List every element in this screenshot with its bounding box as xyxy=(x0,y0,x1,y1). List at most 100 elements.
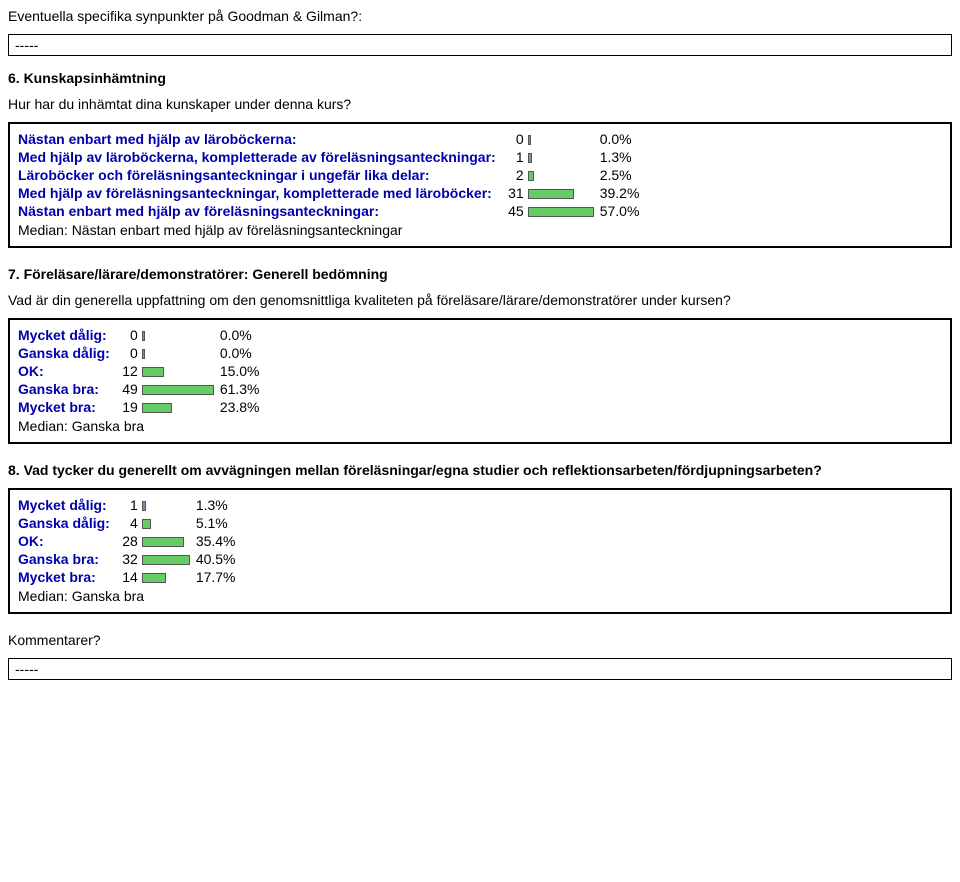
answer-box-2: ----- xyxy=(8,658,952,680)
option-row: Mycket bra:19 23.8% xyxy=(18,398,260,416)
option-count: 2 xyxy=(506,166,528,184)
option-row: Nästan enbart med hjälp av läroböckerna:… xyxy=(18,130,639,148)
option-count: 0 xyxy=(120,326,142,344)
section8-box: Mycket dålig:11.3%Ganska dålig:45.1%OK:2… xyxy=(8,488,952,614)
section7-box: Mycket dålig:00.0%Ganska dålig:00.0%OK:1… xyxy=(8,318,952,444)
section8-heading: 8. Vad tycker du generellt om avvägninge… xyxy=(8,462,952,478)
section6-heading: 6. Kunskapsinhämtning xyxy=(8,70,952,86)
section6-table: Nästan enbart med hjälp av läroböckerna:… xyxy=(18,130,639,220)
option-count: 1 xyxy=(120,496,142,514)
bar-icon xyxy=(142,555,190,565)
option-count: 49 xyxy=(120,380,142,398)
section7-table: Mycket dålig:00.0%Ganska dålig:00.0%OK:1… xyxy=(18,326,260,416)
option-bar-cell xyxy=(142,532,194,550)
option-bar-cell xyxy=(528,130,598,148)
option-percent: 40.5% xyxy=(194,550,236,568)
option-bar-cell xyxy=(142,326,218,344)
option-row: Ganska dålig:00.0% xyxy=(18,344,260,362)
bar-icon xyxy=(528,135,531,145)
option-row: OK:1215.0% xyxy=(18,362,260,380)
option-row: Mycket dålig:0 0.0% xyxy=(18,326,260,344)
option-bar-cell xyxy=(142,568,194,586)
option-count: 4 xyxy=(120,514,142,532)
option-row: Nästan enbart med hjälp av föreläsningsa… xyxy=(18,202,639,220)
bar-icon xyxy=(528,189,574,199)
option-label: OK: xyxy=(18,532,120,550)
option-label: Mycket dålig: xyxy=(18,326,120,344)
option-bar-cell xyxy=(142,496,194,514)
answer-box-1: ----- xyxy=(8,34,952,56)
option-row: Mycket bra:14 17.7% xyxy=(18,568,236,586)
option-count: 45 xyxy=(506,202,528,220)
option-label: Ganska bra: xyxy=(18,380,120,398)
option-percent: 0.0% xyxy=(598,130,640,148)
bar-icon xyxy=(142,501,146,511)
option-count: 0 xyxy=(506,130,528,148)
option-label: Med hjälp av föreläsningsanteckningar, k… xyxy=(18,184,506,202)
option-label: Ganska dålig: xyxy=(18,344,120,362)
option-percent: 5.1% xyxy=(194,514,236,532)
bar-icon xyxy=(528,153,532,163)
option-count: 14 xyxy=(120,568,142,586)
option-bar-cell xyxy=(528,184,598,202)
section8-table: Mycket dålig:11.3%Ganska dålig:45.1%OK:2… xyxy=(18,496,236,586)
option-percent: 0.0% xyxy=(218,326,260,344)
option-bar-cell xyxy=(142,398,218,416)
section7-median: Median: Ganska bra xyxy=(18,418,942,434)
bar-icon xyxy=(142,519,151,529)
option-label: Mycket dålig: xyxy=(18,496,120,514)
option-row: Ganska bra:32 40.5% xyxy=(18,550,236,568)
option-row: Läroböcker och föreläsningsanteckningar … xyxy=(18,166,639,184)
option-count: 19 xyxy=(120,398,142,416)
option-percent: 2.5% xyxy=(598,166,640,184)
option-bar-cell xyxy=(142,514,194,532)
option-bar-cell xyxy=(142,550,194,568)
option-label: Läroböcker och föreläsningsanteckningar … xyxy=(18,166,506,184)
footer-question: Kommentarer? xyxy=(8,632,952,648)
option-percent: 17.7% xyxy=(194,568,236,586)
option-percent: 61.3% xyxy=(218,380,260,398)
option-percent: 1.3% xyxy=(598,148,640,166)
option-label: Mycket bra: xyxy=(18,568,120,586)
option-row: Mycket dålig:1 1.3% xyxy=(18,496,236,514)
bar-icon xyxy=(528,171,534,181)
intro-question: Eventuella specifika synpunkter på Goodm… xyxy=(8,8,952,24)
bar-icon xyxy=(142,331,145,341)
section7-heading: 7. Föreläsare/lärare/demonstratörer: Gen… xyxy=(8,266,952,282)
section6-box: Nästan enbart med hjälp av läroböckerna:… xyxy=(8,122,952,248)
option-label: OK: xyxy=(18,362,120,380)
bar-icon xyxy=(142,385,214,395)
option-bar-cell xyxy=(528,166,598,184)
bar-icon xyxy=(142,537,184,547)
option-bar-cell xyxy=(528,148,598,166)
section6-median: Median: Nästan enbart med hjälp av förel… xyxy=(18,222,942,238)
option-row: Med hjälp av föreläsningsanteckningar, k… xyxy=(18,184,639,202)
option-bar-cell xyxy=(142,380,218,398)
option-row: Ganska bra:49 61.3% xyxy=(18,380,260,398)
option-label: Ganska bra: xyxy=(18,550,120,568)
option-count: 0 xyxy=(120,344,142,362)
option-count: 1 xyxy=(506,148,528,166)
option-row: Med hjälp av läroböckerna, kompletterade… xyxy=(18,148,639,166)
bar-icon xyxy=(142,367,164,377)
section8-median: Median: Ganska bra xyxy=(18,588,942,604)
option-percent: 39.2% xyxy=(598,184,640,202)
option-row: OK:28 35.4% xyxy=(18,532,236,550)
option-percent: 15.0% xyxy=(218,362,260,380)
option-percent: 35.4% xyxy=(194,532,236,550)
option-percent: 57.0% xyxy=(598,202,640,220)
bar-icon xyxy=(528,207,594,217)
option-count: 31 xyxy=(506,184,528,202)
option-label: Nästan enbart med hjälp av läroböckerna: xyxy=(18,130,506,148)
option-label: Nästan enbart med hjälp av föreläsningsa… xyxy=(18,202,506,220)
option-row: Ganska dålig:4 5.1% xyxy=(18,514,236,532)
option-count: 28 xyxy=(120,532,142,550)
option-bar-cell xyxy=(142,344,218,362)
option-percent: 23.8% xyxy=(218,398,260,416)
option-label: Ganska dålig: xyxy=(18,514,120,532)
option-percent: 1.3% xyxy=(194,496,236,514)
option-count: 32 xyxy=(120,550,142,568)
option-label: Mycket bra: xyxy=(18,398,120,416)
bar-icon xyxy=(142,349,145,359)
option-bar-cell xyxy=(142,362,218,380)
